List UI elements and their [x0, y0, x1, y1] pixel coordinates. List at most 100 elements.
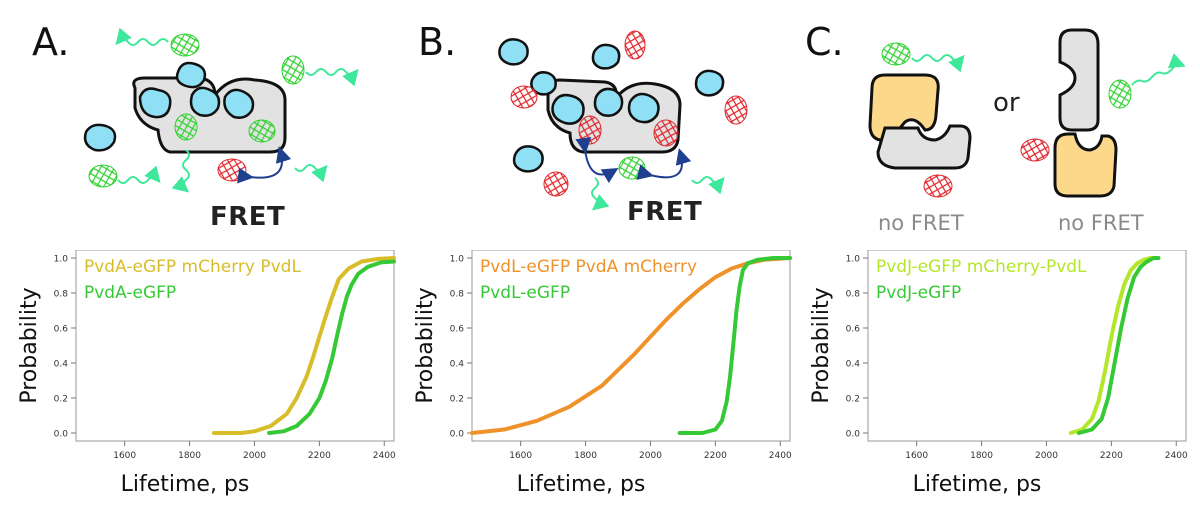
gfp-barrel-icon: [881, 42, 911, 66]
y-tick-label: 0.2: [846, 395, 860, 405]
x-tick-label: 1800: [574, 451, 597, 461]
fret-transfer-arrow: [237, 146, 292, 184]
yellow-protein: [1053, 132, 1118, 198]
gfp-barrel-icon: [618, 156, 646, 180]
emission-wave: [171, 149, 190, 193]
chart-svg: 0.0 0.2 0.4 0.6 0.8 1.0 1600 1800 2000 2200 2400 Pv…: [17, 249, 396, 497]
y-tick-label: 1.0: [450, 255, 465, 265]
emission-wave: [911, 54, 965, 73]
panel-c-nofret-right: no FRET: [1058, 211, 1144, 235]
series-line-2: [267, 259, 396, 435]
mcherry-barrel-icon: [624, 30, 646, 60]
y-tick-label: 0.6: [450, 325, 465, 335]
x-tick-label: 1600: [509, 451, 532, 461]
panel-a-fret-label: FRET: [210, 202, 286, 232]
gfp-barrel-icon: [88, 164, 118, 188]
x-tick-label: 2400: [1165, 451, 1188, 461]
mcherry-barrel-icon: [724, 95, 748, 125]
panel-c-or-label: or: [993, 88, 1020, 118]
chart-panel-c: 0.0 0.2 0.4 0.6 0.8 1.0 1600 1800 2000 2200 2400 Pv…: [808, 249, 1196, 515]
gfp-barrel-icon: [170, 33, 200, 57]
series-line-1: [1068, 256, 1161, 435]
y-tick-label: 0.2: [450, 395, 464, 405]
mcherry-barrel-icon: [653, 119, 679, 147]
x-tick-label: 1600: [113, 451, 136, 461]
x-axis-label: Lifetime, ps: [517, 472, 646, 497]
emission-wave: [591, 177, 610, 211]
gfp-barrel-icon: [1108, 79, 1132, 109]
emission-wave: [1131, 53, 1186, 86]
y-axis-label: Probability: [17, 287, 42, 403]
blue-protein-blob: [189, 86, 221, 117]
mcherry-barrel-icon: [217, 158, 247, 182]
x-tick-label: 2200: [308, 451, 331, 461]
blue-protein-blob: [223, 88, 255, 119]
series-line-2: [1076, 256, 1161, 435]
y-tick-label: 0.4: [846, 360, 861, 370]
panel-c-diagram: [868, 28, 1186, 198]
blue-protein-blob: [138, 87, 172, 119]
plot-frame: [75, 249, 395, 442]
blue-protein-blob: [175, 61, 207, 89]
emission-wave: [691, 176, 725, 195]
y-tick-label: 0.0: [450, 430, 465, 440]
y-tick-label: 0.8: [846, 290, 861, 300]
gfp-barrel-icon: [174, 113, 198, 141]
y-tick-label: 0.0: [54, 430, 69, 440]
mcherry-barrel-icon: [578, 115, 602, 145]
x-axis-label: Lifetime, ps: [913, 472, 1042, 497]
gfp-barrel-icon: [281, 55, 305, 85]
emission-wave: [305, 68, 359, 87]
x-tick-label: 1800: [970, 451, 993, 461]
plot-frame: [471, 249, 791, 442]
legend-entry-2: PvdL-eGFP: [480, 283, 570, 303]
x-tick-label: 2000: [243, 451, 266, 461]
blue-protein-blob: [593, 87, 624, 117]
y-tick-label: 0.8: [54, 290, 69, 300]
y-tick-label: 0.4: [54, 360, 69, 370]
chart-svg: 0.0 0.2 0.4 0.6 0.8 1.0 1600 1800 2000 2200 2400 Pv…: [413, 249, 792, 497]
legend-entry-2: PvdJ-eGFP: [876, 283, 961, 303]
mcherry-barrel-icon: [1020, 138, 1050, 162]
x-tick-label: 2000: [639, 451, 662, 461]
blue-protein-blob: [591, 43, 621, 70]
panel-b-diagram: [498, 30, 748, 211]
y-tick-label: 0.2: [54, 395, 68, 405]
panel-c-nofret-left: no FRET: [878, 211, 964, 235]
y-tick-label: 0.0: [846, 430, 861, 440]
x-axis-label: Lifetime, ps: [121, 472, 250, 497]
legend-entry-1: PvdL-eGFP PvdA mCherry: [480, 257, 697, 277]
blue-protein-blob: [627, 92, 660, 124]
gfp-barrel-icon: [248, 119, 276, 143]
diagram-layer: [83, 27, 1186, 211]
mcherry-barrel-icon: [543, 171, 569, 197]
panel-a-diagram: [83, 27, 359, 193]
series-line-1: [211, 256, 396, 435]
x-tick-label: 1600: [905, 451, 928, 461]
series-line-1: [470, 256, 792, 435]
y-tick-label: 0.4: [450, 360, 465, 370]
x-tick-label: 2400: [769, 451, 792, 461]
y-tick-label: 0.6: [54, 325, 69, 335]
y-tick-label: 0.6: [846, 325, 861, 335]
gray-protein: [1058, 28, 1100, 132]
x-tick-label: 1800: [178, 451, 201, 461]
legend-entry-1: PvdJ-eGFP mCherry-PvdL: [876, 257, 1087, 277]
fret-transfer-arrow: [575, 136, 619, 184]
blue-protein-blob: [512, 145, 544, 173]
series-line-2: [677, 256, 792, 435]
y-tick-label: 0.8: [450, 290, 465, 300]
y-tick-label: 1.0: [846, 255, 861, 265]
chart-panel-a: 0.0 0.2 0.4 0.6 0.8 1.0 1600 1800 2000 2200 2400 Pv…: [16, 249, 404, 515]
x-tick-label: 2200: [1100, 451, 1123, 461]
blue-protein-blob: [498, 38, 529, 66]
mcherry-barrel-icon: [510, 85, 538, 109]
blue-protein-blob: [83, 123, 117, 152]
legend-entry-1: PvdA-eGFP mCherry PvdL: [84, 257, 301, 277]
gray-protein: [876, 124, 972, 170]
y-axis-label: Probability: [413, 287, 438, 403]
panel-c-letter: C.: [805, 20, 844, 64]
plot-frame: [867, 249, 1187, 442]
blue-protein-blob: [694, 69, 725, 97]
chart-svg: 0.0 0.2 0.4 0.6 0.8 1.0 1600 1800 2000 2200 2400 Pv…: [809, 249, 1188, 497]
